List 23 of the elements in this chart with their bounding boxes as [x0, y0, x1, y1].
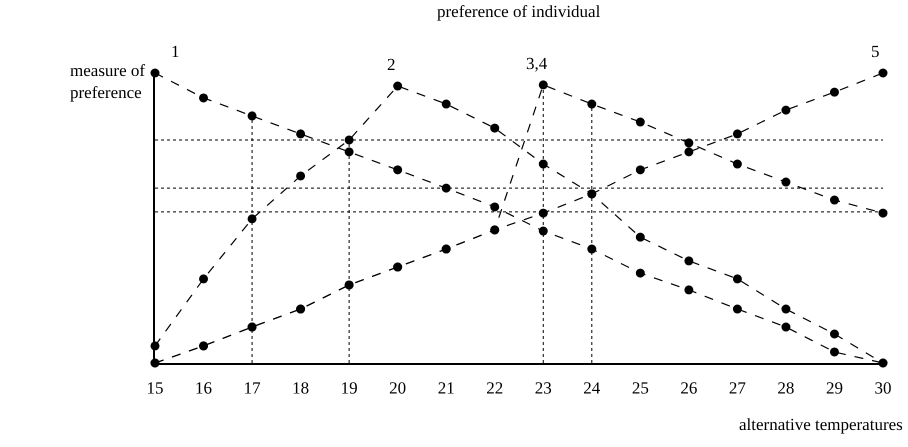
x-tick-label: 27 [728, 378, 746, 398]
x-tick-label: 24 [583, 378, 601, 398]
x-tick-label: 20 [389, 378, 406, 398]
series-label: 3,4 [526, 54, 548, 73]
x-tick-label: 22 [486, 378, 504, 398]
x-axis-title: alternative temperatures [739, 415, 903, 434]
series-label: 1 [171, 42, 180, 61]
x-tick-label: 30 [874, 378, 892, 398]
x-tick-label: 16 [195, 378, 212, 398]
y-axis-title: measure of preference [70, 61, 146, 102]
series-label: 2 [387, 55, 396, 74]
x-tick-label: 29 [826, 378, 843, 398]
x-tick-label: 25 [632, 378, 649, 398]
series-label: 5 [871, 42, 880, 61]
chart-title: preference of individual [437, 2, 601, 21]
x-tick-label: 21 [438, 378, 455, 398]
x-tick-label: 28 [777, 378, 794, 398]
x-tick-label: 15 [146, 378, 164, 398]
x-tick-label: 18 [292, 378, 310, 398]
x-tick-label: 23 [534, 378, 552, 398]
x-tick-label: 26 [680, 378, 698, 398]
x-tick-label: 17 [244, 378, 262, 398]
x-tick-label: 19 [340, 378, 358, 398]
